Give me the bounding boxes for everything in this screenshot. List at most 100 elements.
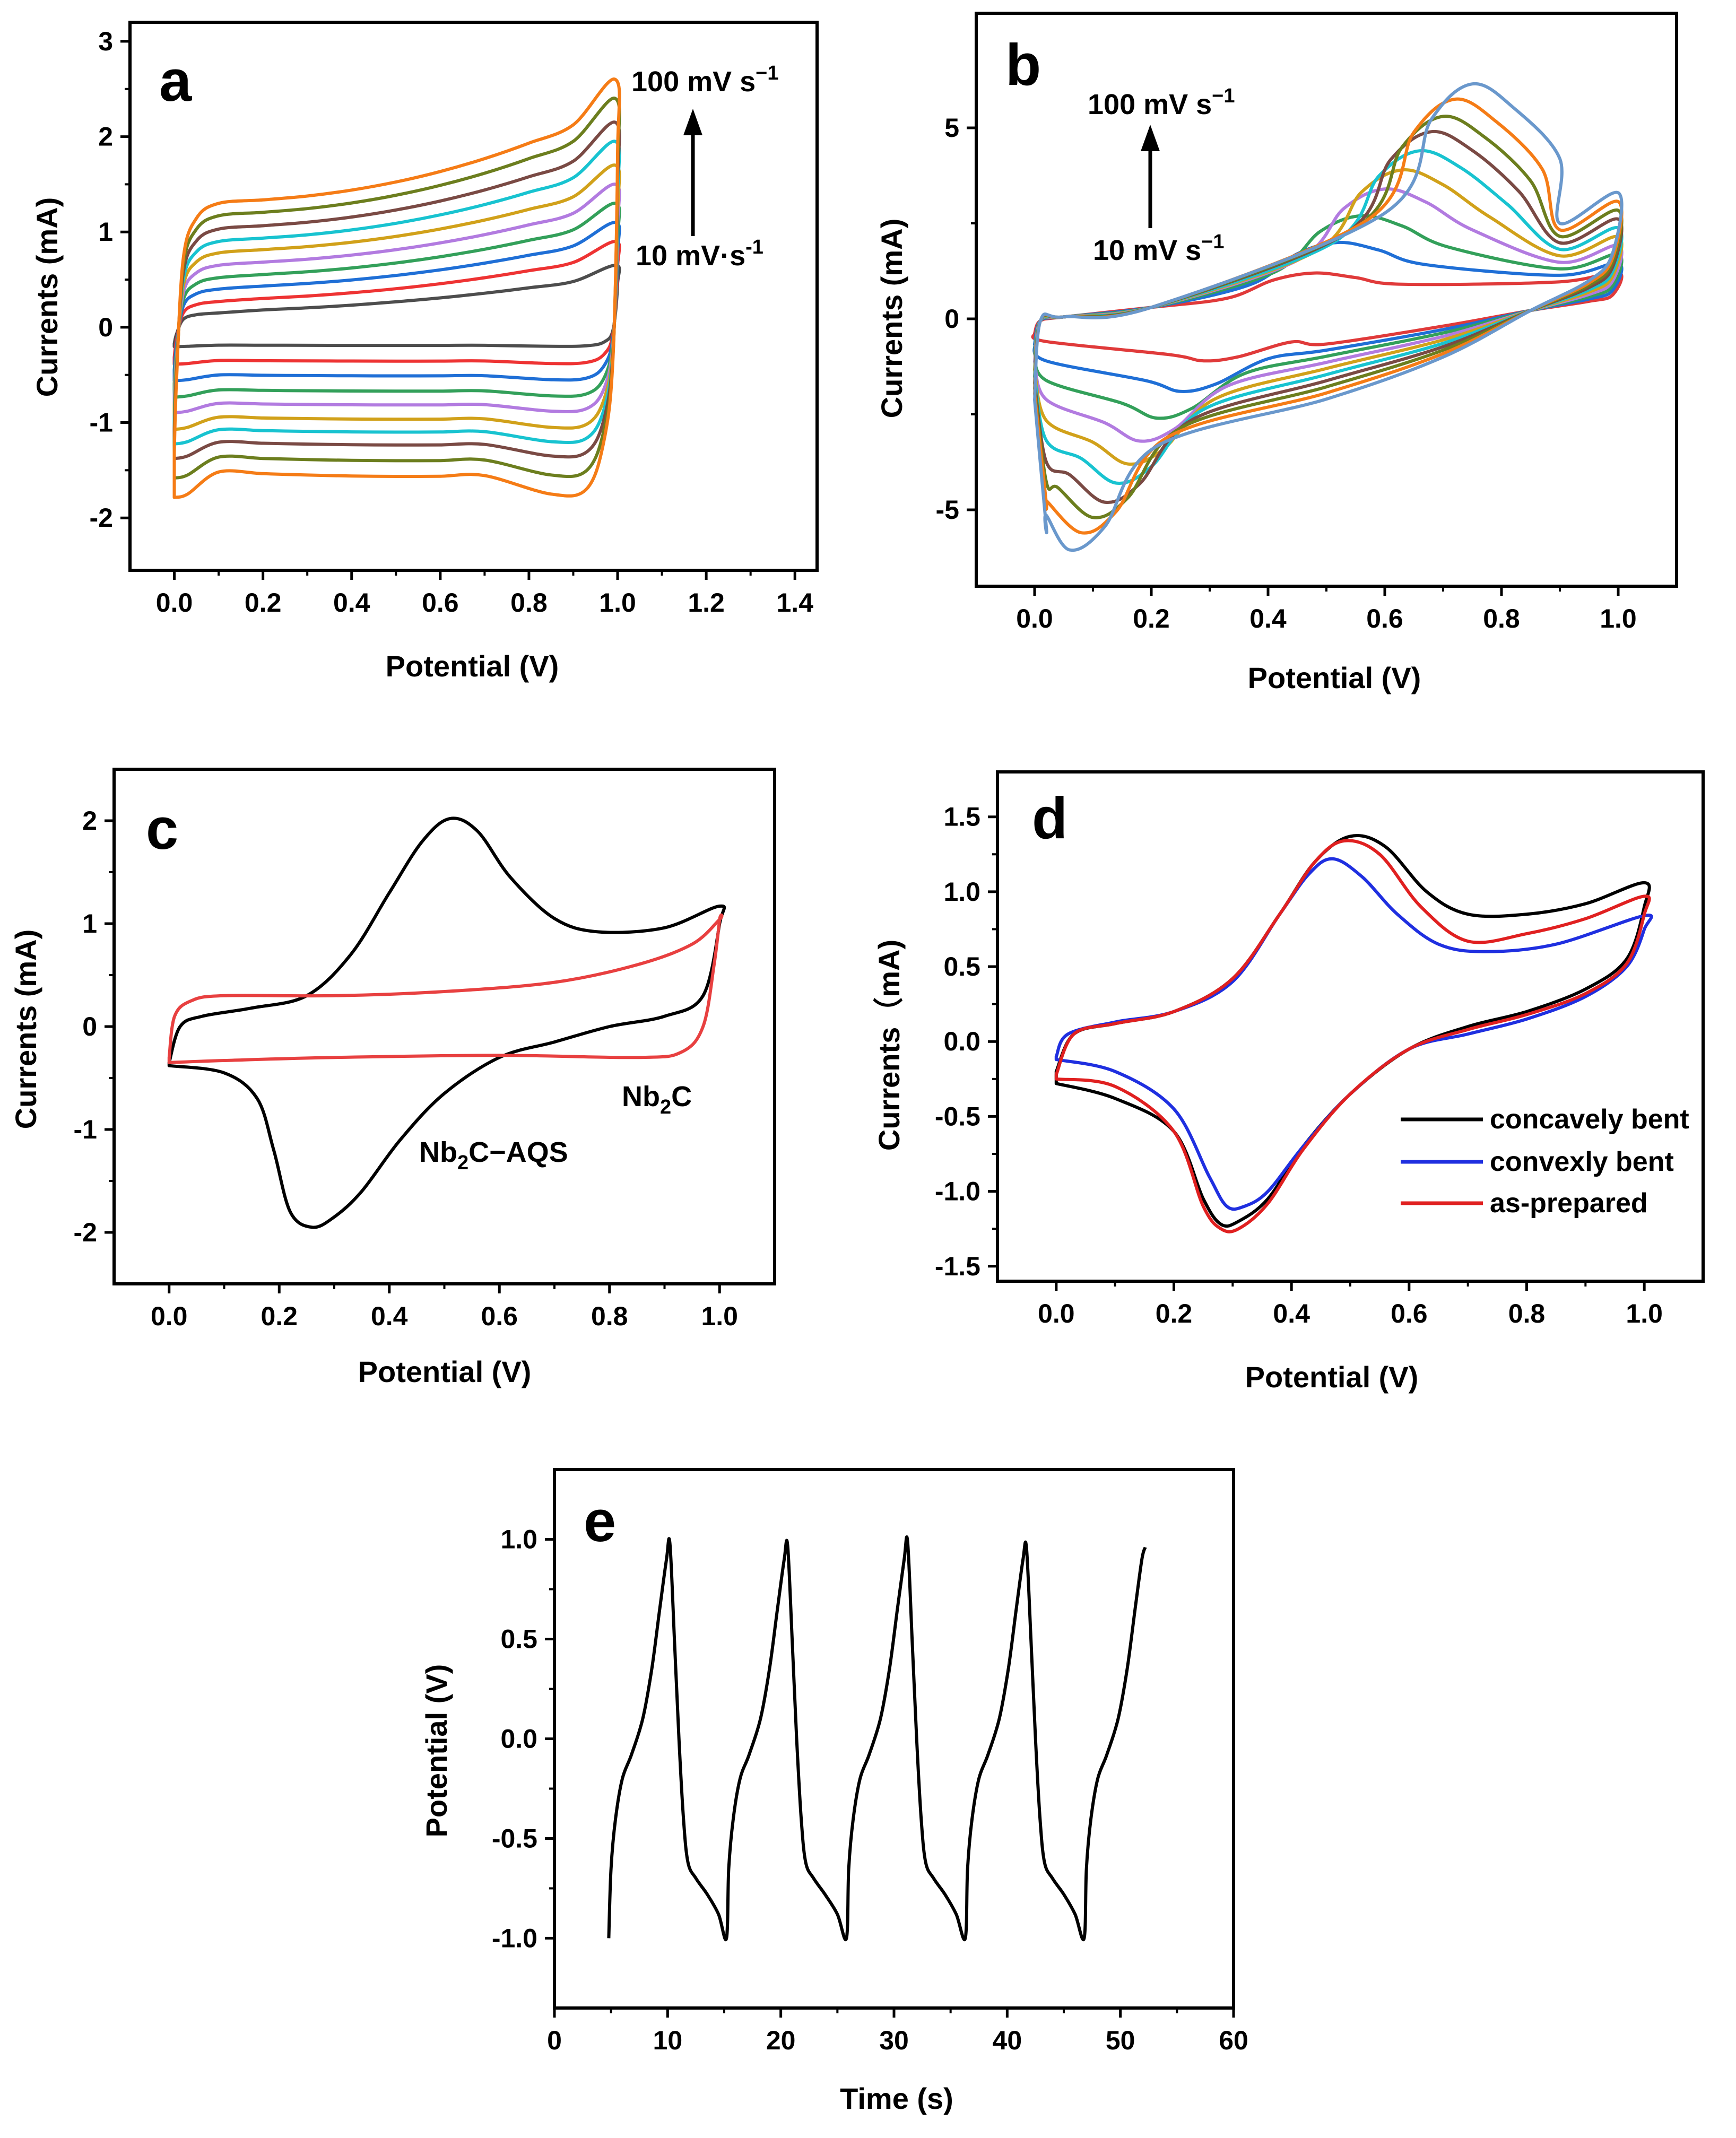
panel-c-annot-nb2c-aqs: Nb2C−AQS bbox=[419, 1136, 568, 1174]
panel-a-ylabel: Currents (mA) bbox=[30, 197, 64, 397]
panel-a-xlabel: Potential (V) bbox=[386, 649, 559, 683]
panel-a-frame bbox=[128, 21, 819, 572]
panel-b-xtick-label: 1.0 bbox=[1600, 604, 1637, 633]
panel-b-annot-100: 100 mV s−1 bbox=[1088, 85, 1235, 120]
panel-b-xtick-label: 0.2 bbox=[1133, 604, 1170, 633]
panel-b-xtick-label: 0.6 bbox=[1366, 604, 1403, 633]
panel-c-xtick-label: 0.8 bbox=[591, 1301, 628, 1331]
panel-d-legend: concavely bent convexly bent as-prepared bbox=[1401, 1104, 1689, 1219]
panel-a-ytick-label: -2 bbox=[90, 503, 113, 533]
panel-e-ytick-label: -1.0 bbox=[492, 1923, 537, 1953]
panel-c-plot: 0.0 0.2 0.4 0.6 0.8 1.0 -2 -1 0 1 2 bbox=[74, 768, 776, 1331]
panel-b-annot-10: 10 mV s−1 bbox=[1093, 231, 1224, 266]
panel-a: 0.0 0.2 0.4 0.6 0.8 1.0 1.2 1.4 -2 -1 0 1 2 3 a Poten… bbox=[30, 21, 819, 683]
panel-d-xtick-label: 0.6 bbox=[1391, 1299, 1428, 1328]
panel-e-ytick-label: 0.0 bbox=[500, 1724, 537, 1754]
panel-c-letter: c bbox=[146, 796, 178, 862]
panel-d-ytick-label: 0.0 bbox=[943, 1027, 980, 1056]
panel-c-ytick-label: 1 bbox=[82, 909, 97, 938]
panel-a-annot-100: 100 mV s−1 bbox=[631, 62, 779, 98]
panel-a-annot-100-sup: −1 bbox=[756, 62, 778, 84]
panel-a-xtick-label: 0.4 bbox=[333, 588, 370, 618]
panel-b-ytick-label: 0 bbox=[944, 304, 959, 334]
panel-c-ytick-label: 2 bbox=[82, 806, 97, 836]
panel-b-arrow-head bbox=[1141, 125, 1160, 151]
panel-a-ytick-label: 1 bbox=[98, 217, 113, 247]
panel-b-plot: 0.0 0.2 0.4 0.6 0.8 1.0 -5 0 5 bbox=[936, 12, 1678, 633]
panel-c-annot-nb2c-aqs-sub: 2 bbox=[457, 1152, 468, 1174]
legend-label-concavely-bent: concavely bent bbox=[1490, 1104, 1689, 1135]
panel-d-xtick-label: 0.2 bbox=[1156, 1299, 1193, 1328]
panel-d-xlabel: Potential (V) bbox=[1245, 1360, 1419, 1394]
panel-e-plot: 0 10 20 30 40 50 60 -1.0 -0.5 0.0 0.5 1.0 bbox=[492, 1468, 1248, 2055]
panel-c-annot-nb2c-sub: 2 bbox=[660, 1096, 671, 1118]
panel-c-annot-nb2c-aqs-nb: Nb bbox=[419, 1136, 457, 1168]
panel-d-ytick-label: -1.0 bbox=[935, 1177, 980, 1206]
panel-b-xtick-label: 0.4 bbox=[1249, 604, 1287, 633]
panel-a-ytick-label: -1 bbox=[90, 408, 113, 438]
panel-a-letter: a bbox=[159, 48, 192, 114]
legend-label-convexly-bent: convexly bent bbox=[1490, 1146, 1674, 1177]
panel-a-annot-10: 10 mV·s-1 bbox=[636, 236, 763, 272]
panel-c-ytick-label: 0 bbox=[82, 1012, 97, 1041]
panel-a-xtick-label: 0.2 bbox=[245, 588, 282, 618]
panel-e-xtick-label: 50 bbox=[1106, 2026, 1135, 2055]
panel-c-annot-nb2c-aqs-tail: C−AQS bbox=[468, 1136, 568, 1168]
panel-d-series-3 bbox=[1054, 839, 1651, 1233]
panel-b-annot-100-sup: −1 bbox=[1212, 85, 1235, 107]
panel-b-series-10 bbox=[1033, 82, 1624, 552]
panel-a-xtick-label: 1.4 bbox=[776, 588, 813, 618]
panel-d-ytick-label: -0.5 bbox=[935, 1101, 980, 1131]
panel-c: 0.0 0.2 0.4 0.6 0.8 1.0 -2 -1 0 1 2 c Potential (V… bbox=[9, 768, 776, 1388]
panel-e-xlabel: Time (s) bbox=[840, 2082, 953, 2115]
panel-a-xtick-label: 0.6 bbox=[422, 588, 459, 618]
legend-label-as-prepared: as-prepared bbox=[1490, 1188, 1648, 1219]
panel-c-annot-nb2c-nb: Nb bbox=[622, 1081, 660, 1113]
panel-b: 0.0 0.2 0.4 0.6 0.8 1.0 -5 0 5 b Potential (V) C… bbox=[875, 12, 1678, 694]
panel-c-xtick-label: 0.0 bbox=[151, 1301, 188, 1331]
panel-a-annot-10-text: 10 mV·s bbox=[636, 240, 745, 272]
panel-d-xtick-label: 0.8 bbox=[1508, 1299, 1546, 1328]
panel-c-xlabel: Potential (V) bbox=[358, 1355, 532, 1388]
panel-c-annot-nb2c: Nb2C bbox=[622, 1081, 692, 1118]
panel-e-xtick-label: 0 bbox=[547, 2026, 562, 2055]
panel-b-letter: b bbox=[1005, 32, 1041, 98]
panel-d-ytick-label: 0.5 bbox=[943, 952, 980, 981]
panel-a-xtick-label: 1.0 bbox=[599, 588, 636, 618]
panel-c-xtick-label: 0.2 bbox=[261, 1301, 298, 1331]
panel-d-xtick-label: 0.4 bbox=[1273, 1299, 1310, 1328]
panel-d-ylabel: Currents（mA) bbox=[872, 940, 906, 1151]
panel-c-ytick-label: -2 bbox=[74, 1218, 97, 1247]
panel-e-frame bbox=[553, 1468, 1235, 2010]
panel-c-xtick-label: 1.0 bbox=[701, 1301, 738, 1331]
panel-d-ytick-label: -1.5 bbox=[935, 1251, 980, 1281]
panel-b-series-2 bbox=[1032, 240, 1624, 393]
panel-b-xtick-label: 0.8 bbox=[1483, 604, 1520, 633]
panel-c-xtick-label: 0.6 bbox=[481, 1301, 518, 1331]
panel-a-ytick-label: 0 bbox=[98, 312, 113, 342]
panel-e-ytick-label: 1.0 bbox=[500, 1525, 537, 1554]
panel-b-annot-10-text: 10 mV s bbox=[1093, 234, 1201, 266]
panel-a-series-1 bbox=[172, 264, 621, 349]
panel-b-annot-10-sup: −1 bbox=[1201, 231, 1224, 253]
panel-a-arrow-head bbox=[683, 109, 702, 135]
panel-c-ylabel: Currents (mA) bbox=[9, 929, 42, 1129]
panel-a-ytick-label: 3 bbox=[98, 27, 113, 56]
panel-a-ytick-label: 2 bbox=[98, 122, 113, 152]
panel-e: 0 10 20 30 40 50 60 -1.0 -0.5 0.0 0.5 1.0 e Time (s… bbox=[420, 1468, 1248, 2115]
panel-e-ylabel: Potential (V) bbox=[420, 1664, 453, 1838]
panel-d-letter: d bbox=[1032, 786, 1067, 851]
panel-a-annot-10-sup: -1 bbox=[745, 236, 763, 258]
panel-e-letter: e bbox=[584, 1489, 616, 1554]
panel-c-series-2 bbox=[167, 913, 724, 1064]
panel-c-xtick-label: 0.4 bbox=[371, 1301, 408, 1331]
panel-a-plot: 0.0 0.2 0.4 0.6 0.8 1.0 1.2 1.4 -2 -1 0 1 2 3 bbox=[90, 21, 819, 618]
panel-e-xtick-label: 20 bbox=[766, 2026, 796, 2055]
panel-a-xtick-label: 1.2 bbox=[688, 588, 725, 618]
panel-a-series-7 bbox=[172, 140, 621, 446]
panel-c-frame bbox=[112, 768, 776, 1285]
panel-b-ytick-label: -5 bbox=[936, 495, 959, 525]
panel-a-series-10 bbox=[172, 77, 621, 499]
panel-b-xlabel: Potential (V) bbox=[1248, 661, 1421, 694]
